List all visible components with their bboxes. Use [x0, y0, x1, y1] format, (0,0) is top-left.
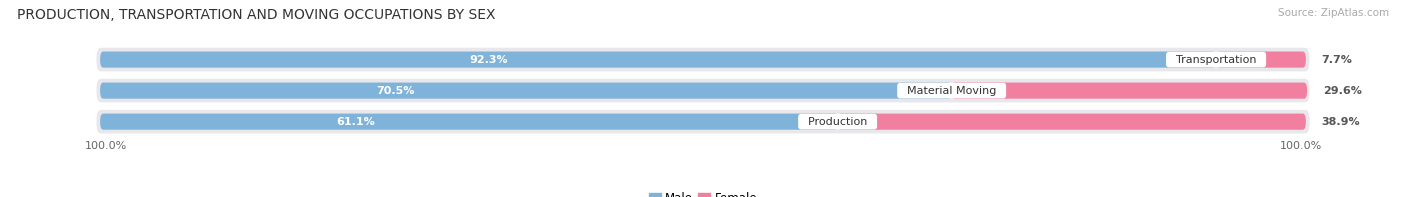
Text: 100.0%: 100.0%	[84, 141, 127, 151]
FancyBboxPatch shape	[1216, 51, 1306, 68]
Text: Production: Production	[801, 117, 875, 127]
Legend: Male, Female: Male, Female	[644, 187, 762, 197]
FancyBboxPatch shape	[838, 114, 1306, 130]
Text: Material Moving: Material Moving	[900, 86, 1004, 96]
Text: 100.0%: 100.0%	[1279, 141, 1322, 151]
FancyBboxPatch shape	[100, 114, 838, 130]
Text: 7.7%: 7.7%	[1322, 55, 1353, 65]
Text: PRODUCTION, TRANSPORTATION AND MOVING OCCUPATIONS BY SEX: PRODUCTION, TRANSPORTATION AND MOVING OC…	[17, 8, 495, 22]
Text: Transportation: Transportation	[1168, 55, 1264, 65]
FancyBboxPatch shape	[97, 48, 1309, 71]
FancyBboxPatch shape	[97, 79, 1309, 102]
Text: 61.1%: 61.1%	[336, 117, 375, 127]
Text: 70.5%: 70.5%	[377, 86, 415, 96]
FancyBboxPatch shape	[100, 51, 1216, 68]
FancyBboxPatch shape	[952, 83, 1308, 99]
Text: 29.6%: 29.6%	[1323, 86, 1362, 96]
FancyBboxPatch shape	[100, 83, 952, 99]
Text: 92.3%: 92.3%	[470, 55, 508, 65]
Text: Source: ZipAtlas.com: Source: ZipAtlas.com	[1278, 8, 1389, 18]
Text: 38.9%: 38.9%	[1322, 117, 1360, 127]
FancyBboxPatch shape	[97, 110, 1309, 133]
